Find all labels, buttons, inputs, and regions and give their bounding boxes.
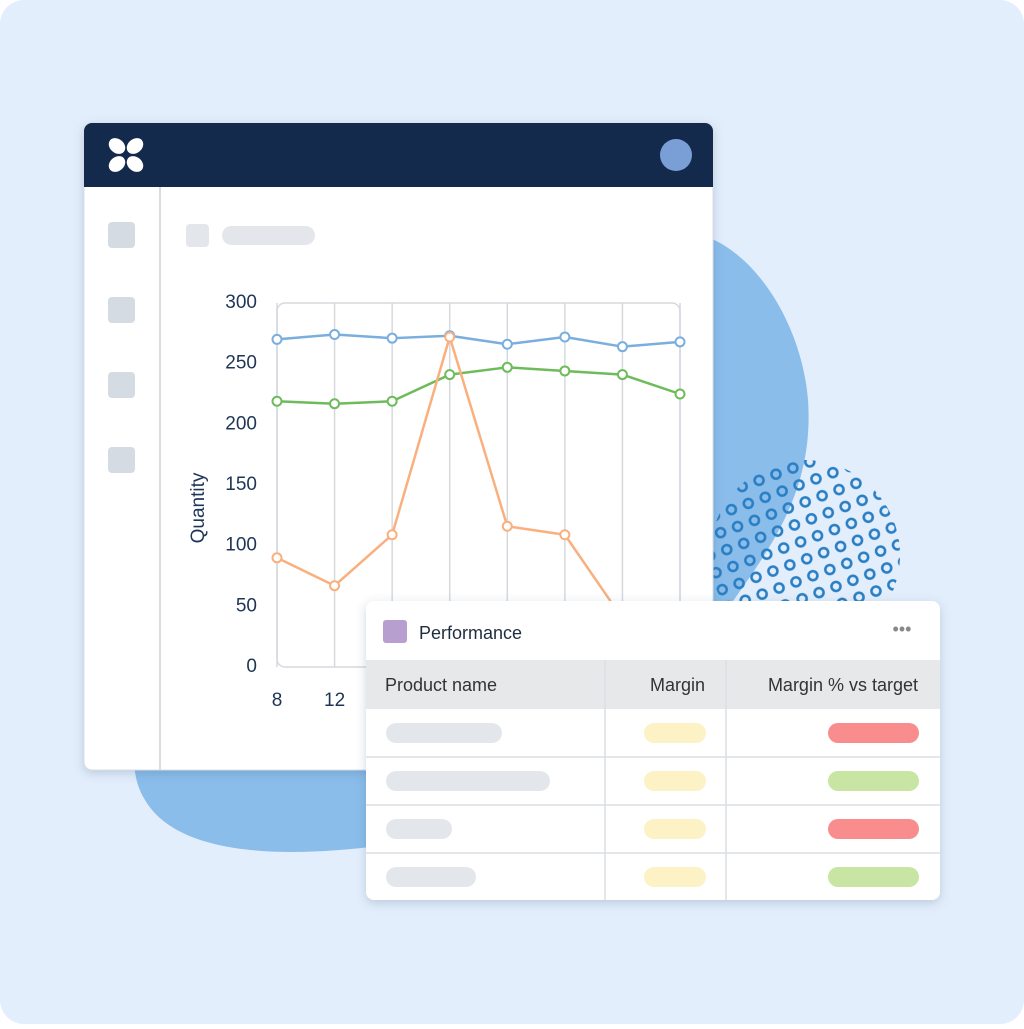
avatar[interactable] (660, 139, 692, 171)
table-header (366, 660, 940, 709)
y-tick-label: 150 (225, 474, 257, 495)
y-tick-label: 250 (225, 353, 257, 374)
y-axis-label: Quantity (188, 472, 209, 543)
data-point (271, 395, 283, 407)
data-point (501, 520, 513, 532)
card (366, 601, 940, 900)
performance-card (366, 601, 940, 900)
data-point (559, 331, 571, 343)
y-tick-label: 0 (246, 656, 257, 677)
data-point (386, 395, 398, 407)
data-point (329, 329, 341, 341)
sidebar-icons (108, 222, 135, 473)
data-point (329, 398, 341, 410)
placeholder-text (222, 226, 315, 245)
table-rows (386, 723, 919, 887)
data-point (501, 338, 513, 350)
nav-item[interactable] (108, 297, 135, 323)
data-point (386, 332, 398, 344)
data-point (329, 580, 341, 592)
data-point (616, 341, 628, 353)
y-tick-label: 300 (225, 292, 257, 313)
series-line (276, 333, 681, 348)
placeholder-icon (186, 224, 209, 247)
nav-item[interactable] (108, 222, 135, 248)
x-tick-label: 8 (272, 690, 283, 711)
data-point (674, 336, 686, 348)
nav-item[interactable] (108, 447, 135, 473)
data-point (501, 361, 513, 373)
card-title: Performance (419, 623, 522, 643)
nav-item[interactable] (108, 372, 135, 398)
data-point (616, 369, 628, 381)
data-point (559, 529, 571, 541)
window-header (84, 123, 713, 187)
y-tick-label: 50 (236, 595, 257, 616)
y-tick-label: 200 (225, 413, 257, 434)
y-tick-label: 100 (225, 535, 257, 556)
column-header[interactable]: Margin % vs target (768, 675, 918, 695)
data-point (559, 365, 571, 377)
table-lines (366, 660, 940, 900)
column-header[interactable]: Margin (650, 675, 705, 695)
data-point (444, 369, 456, 381)
card-icon (383, 620, 407, 643)
series-line (276, 366, 681, 405)
column-header[interactable]: Product name (385, 675, 497, 695)
more-menu[interactable]: ••• (893, 619, 912, 639)
data-point (271, 333, 283, 345)
x-tick-label: 12 (324, 690, 345, 711)
logo (108, 138, 144, 172)
data-point (386, 529, 398, 541)
data-point (444, 331, 456, 343)
data-point (271, 552, 283, 564)
data-point (674, 388, 686, 400)
